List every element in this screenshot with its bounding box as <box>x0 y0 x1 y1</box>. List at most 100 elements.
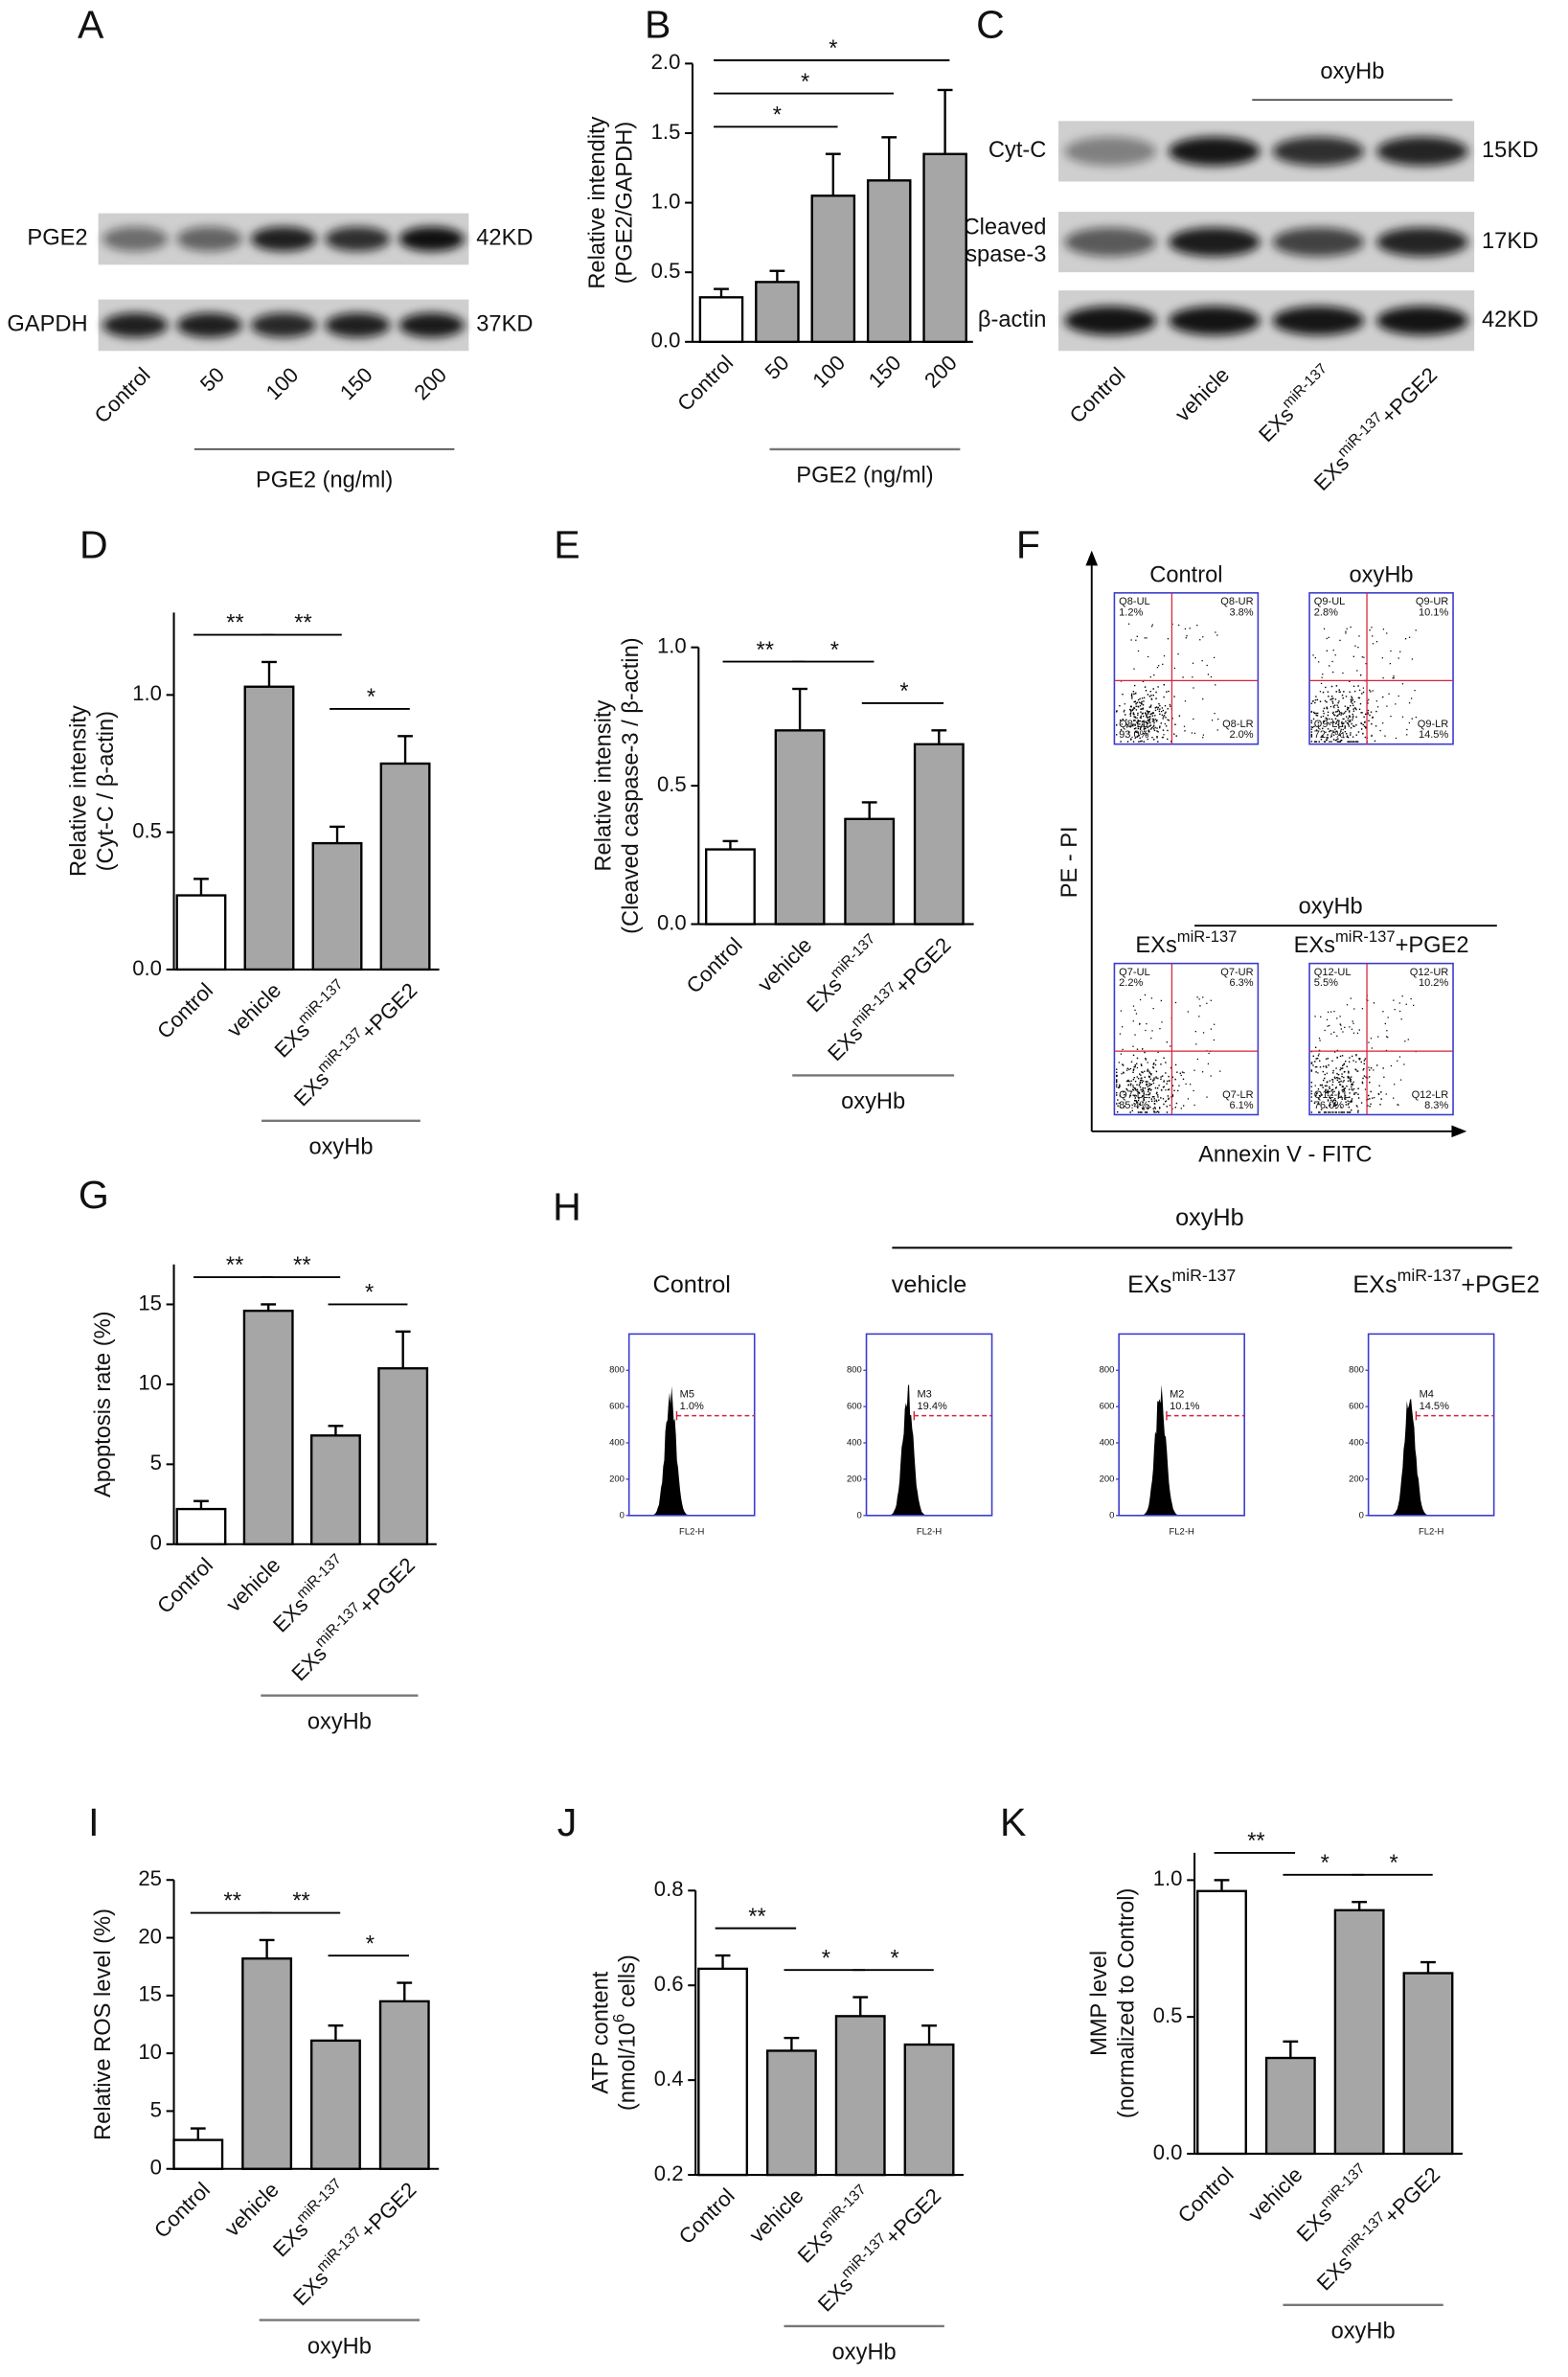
plot-title-part: miR-137 <box>1177 927 1238 946</box>
bar <box>844 817 896 926</box>
y-tick-label: 800 <box>1100 1365 1115 1376</box>
y-tick-label: 0 <box>1359 1510 1364 1520</box>
plot-title-part: EXs <box>1352 1271 1397 1298</box>
panel-letter: A <box>78 2 104 46</box>
y-tick-label: 800 <box>609 1365 625 1376</box>
significance-label: * <box>367 685 375 710</box>
significance-label: ** <box>1247 1829 1264 1854</box>
y-axis-label-part: Relative intensity <box>592 700 617 872</box>
panel-letter: H <box>553 1185 581 1229</box>
y-axis-label-part: (Cleaved caspase-3 / β-actin) <box>619 637 644 933</box>
plot-title: Control <box>653 1271 731 1298</box>
panel-letter: J <box>557 1800 578 1844</box>
significance-label: * <box>801 70 809 95</box>
quadrant-percent: 72.7% <box>1314 729 1345 741</box>
y-tick-label: 600 <box>847 1402 862 1412</box>
quadrant-name: Q12-LR <box>1412 1089 1449 1101</box>
quadrant-percent: 85.4% <box>1119 1100 1149 1111</box>
bar <box>755 281 800 343</box>
plot-title-part: miR-137 <box>1171 1266 1236 1285</box>
plot-title-part: +PGE2 <box>1396 933 1469 958</box>
histogram <box>644 1385 693 1516</box>
y-axis-label: ATP content <box>589 1971 614 2093</box>
y-tick-label: 25 <box>138 1866 162 1890</box>
y-tick-label: 0.5 <box>1153 2003 1183 2027</box>
quadrant-name: Q9-UR <box>1416 596 1448 607</box>
quadrant-percent: 2.2% <box>1119 977 1143 989</box>
bar <box>903 2043 955 2177</box>
panel-letter: K <box>1000 1800 1026 1844</box>
gate-percent: 1.0% <box>680 1401 704 1412</box>
plot-frame <box>865 1333 993 1517</box>
bar <box>377 1367 429 1545</box>
plot-frame <box>1113 592 1260 745</box>
y-tick-label: 0.5 <box>651 259 681 283</box>
gate-name: M5 <box>680 1388 694 1400</box>
significance-label: ** <box>293 1253 310 1278</box>
bar <box>705 848 756 926</box>
quadrant-percent: 14.5% <box>1419 729 1449 741</box>
y-tick-label: 0.8 <box>654 1877 684 1901</box>
bar <box>922 152 967 343</box>
bar <box>810 194 856 343</box>
quadrant-name: Q8-UL <box>1119 596 1150 607</box>
y-axis-label: (Cyt-C / β-actin) <box>94 711 119 871</box>
y-axis-label: (PGE2/GAPDH) <box>613 122 638 285</box>
bar <box>1264 2056 1316 2156</box>
panel-letter: G <box>79 1173 109 1217</box>
quadrant-name: Q7-UR <box>1220 967 1253 978</box>
plot-title: Control <box>1149 563 1222 588</box>
significance-label: ** <box>226 611 243 636</box>
y-tick-label: 15 <box>138 1291 162 1314</box>
bar <box>379 762 431 971</box>
bar <box>310 2039 361 2170</box>
panel-letter: E <box>554 522 579 566</box>
y-tick-label: 400 <box>847 1438 862 1449</box>
arrow-head <box>1451 1125 1467 1138</box>
quadrant-name: Q7-UL <box>1119 967 1150 978</box>
quadrant-name: Q8-LR <box>1222 719 1254 730</box>
quadrant-name: Q8-UR <box>1220 596 1253 607</box>
blot-band <box>1169 227 1261 257</box>
gate-name: M4 <box>1420 1388 1434 1400</box>
plot-title-part: vehicle <box>892 1271 967 1298</box>
bar <box>697 1967 749 2177</box>
y-tick-label: 1.0 <box>1153 1866 1183 1890</box>
quadrant-percent: 6.3% <box>1229 977 1253 989</box>
quadrant-name: Q12-UR <box>1410 967 1449 978</box>
y-tick-label: 0 <box>620 1510 625 1520</box>
significance-label: * <box>773 103 782 128</box>
y-tick-label: 0 <box>150 1531 162 1555</box>
blot-band <box>102 312 169 338</box>
group-label: PGE2 (ng/ml) <box>256 468 393 492</box>
plot-frame <box>1308 962 1454 1116</box>
plot-title-part: EXs <box>1127 1271 1171 1298</box>
plot-title: EXsmiR-137+PGE2 <box>1352 1266 1539 1298</box>
significance-label: * <box>366 1931 375 1956</box>
bar <box>311 841 363 971</box>
bar <box>866 179 912 343</box>
bar <box>1333 1908 1385 2156</box>
y-tick-label: 1.0 <box>657 634 687 658</box>
quadrant-percent: 8.3% <box>1424 1100 1448 1111</box>
plot-title-part: EXs <box>1135 933 1176 958</box>
y-tick-label: 15 <box>138 1982 162 2006</box>
histogram <box>1383 1398 1432 1516</box>
y-axis-label-part: MMP level <box>1087 1951 1112 2056</box>
quadrant-percent: 93.0% <box>1119 729 1149 741</box>
quadrant-name: Q12-LL <box>1314 1089 1350 1101</box>
x-axis-label: FL2-H <box>1170 1527 1194 1538</box>
bar <box>172 2138 224 2170</box>
y-axis-label-part: Apoptosis rate (%) <box>91 1311 116 1497</box>
y-axis-label: Apoptosis rate (%) <box>91 1311 116 1497</box>
blot-band <box>102 226 169 252</box>
plot-title: vehicle <box>892 1271 967 1298</box>
significance-label: ** <box>292 1889 309 1914</box>
panel-letter: F <box>1016 522 1040 566</box>
blot-row-label: GAPDH <box>7 312 87 337</box>
y-tick-label: 0.0 <box>1153 2140 1183 2164</box>
significance-label: * <box>829 36 837 61</box>
quadrant-percent: 1.2% <box>1119 606 1143 618</box>
group-label: oxyHb <box>1299 894 1363 919</box>
